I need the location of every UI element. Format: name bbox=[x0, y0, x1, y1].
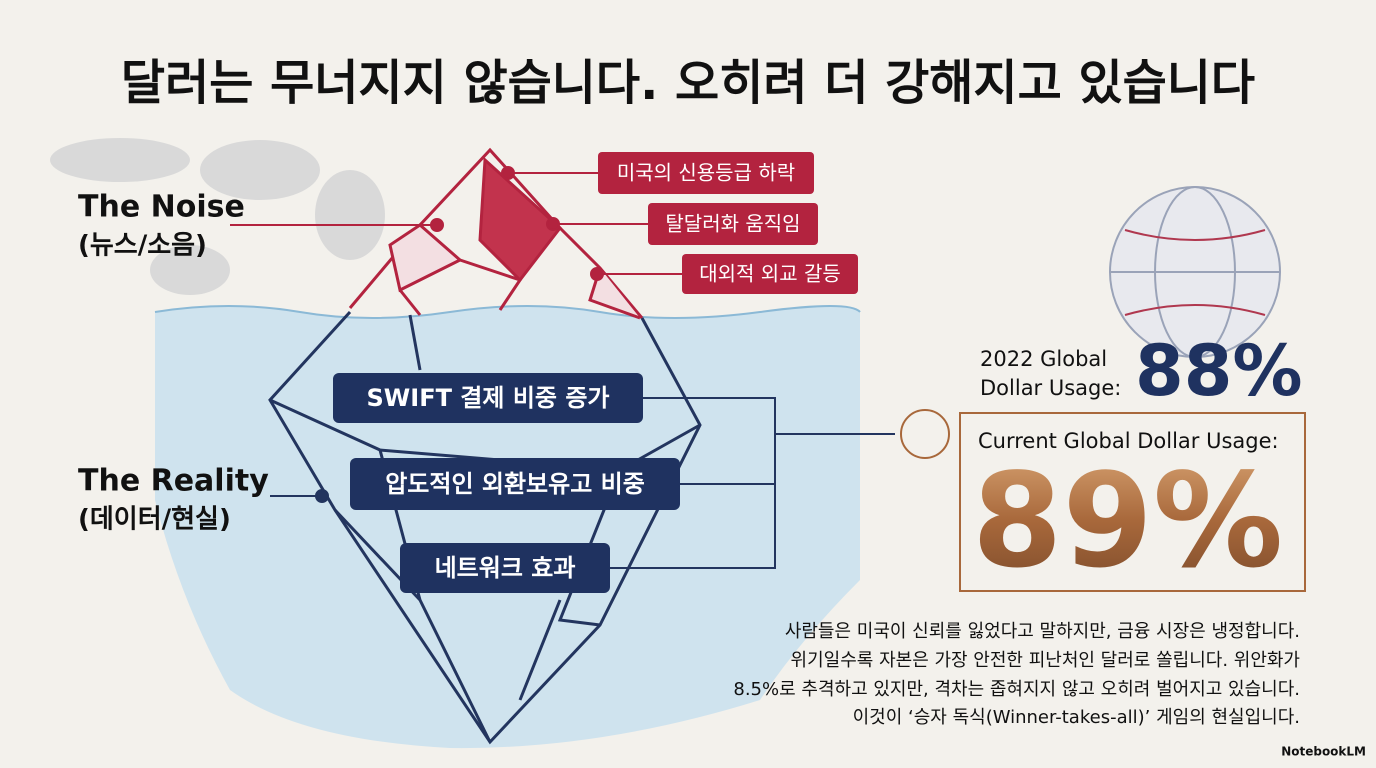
stat-label: 2022 Global bbox=[980, 347, 1107, 371]
stat-value: 89% bbox=[972, 445, 1283, 597]
noise-connectors bbox=[230, 166, 682, 281]
stat-label: Current Global Dollar Usage: bbox=[978, 429, 1279, 453]
stat-frame bbox=[959, 412, 1306, 592]
body-line: 이것이 ‘승자 독식(Winner-takes-all)’ 게임의 현실입니다. bbox=[853, 707, 1300, 728]
body-line: 사람들은 미국이 신뢰를 잃었다고 말하지만, 금융 시장은 냉정합니다. bbox=[785, 621, 1300, 642]
noise-item: 미국의 신용등급 하락 bbox=[617, 161, 795, 185]
title: 달러는 무너지지 않습니다. 오히려 더 강해지고 있습니다 bbox=[121, 55, 1255, 111]
water-line bbox=[154, 305, 861, 319]
reality-label: The Reality bbox=[78, 464, 269, 499]
noise-label: The Noise bbox=[78, 190, 245, 225]
noise-box bbox=[682, 254, 858, 294]
body-line: 8.5%로 추격하고 있지만, 격차는 좁혀지지 않고 오히려 벌어지고 있습니… bbox=[733, 679, 1300, 700]
reality-sublabel: (데이터/현실) bbox=[78, 505, 231, 535]
iceberg-tip bbox=[348, 147, 644, 320]
reality-box bbox=[333, 373, 643, 423]
reality-box bbox=[350, 458, 680, 510]
reality-connectors bbox=[270, 397, 895, 569]
reality-box bbox=[400, 543, 610, 593]
stat-label: Dollar Usage: bbox=[980, 376, 1121, 400]
noise-sublabel: (뉴스/소음) bbox=[78, 231, 207, 261]
reality-item: SWIFT 결제 비중 증가 bbox=[367, 384, 610, 412]
globe bbox=[1109, 186, 1281, 358]
globe-dollar-icon bbox=[900, 409, 950, 459]
reality-item: 압도적인 외환보유고 비중 bbox=[385, 470, 645, 498]
world-map bbox=[50, 138, 385, 295]
footer-logo: NotebookLM bbox=[1281, 745, 1366, 759]
noise-item: 탈달러화 움직임 bbox=[665, 212, 800, 236]
water bbox=[155, 306, 860, 749]
noise-box bbox=[648, 203, 818, 245]
body-line: 위기일수록 자본은 가장 안전한 피난처인 달러로 쏠립니다. 위안화가 bbox=[791, 650, 1300, 671]
stat-value: 88% bbox=[1135, 330, 1303, 412]
noise-item: 대외적 외교 갈등 bbox=[699, 262, 841, 286]
noise-box bbox=[598, 152, 814, 194]
reality-item: 네트워크 효과 bbox=[435, 554, 576, 582]
